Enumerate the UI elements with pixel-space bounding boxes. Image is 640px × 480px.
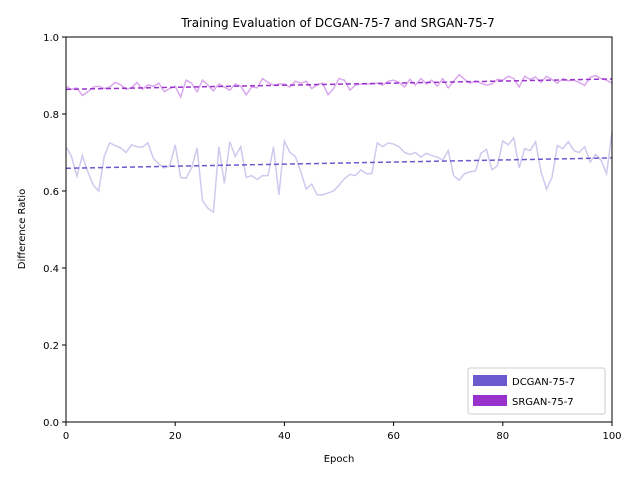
x-tick-label: 0 (63, 431, 69, 442)
y-tick-label: 0.6 (43, 187, 59, 198)
y-tick-label: 0.0 (43, 418, 59, 429)
raw-line-srgan (65, 73, 613, 100)
trend-line-dcgan (65, 157, 613, 170)
plot-area-frame (65, 36, 613, 423)
legend-label-dcgan: DCGAN-75-7 (512, 377, 575, 388)
x-tick-label: 100 (602, 431, 621, 442)
raw-line-dcgan (65, 132, 613, 214)
x-tick-label: 40 (278, 431, 291, 442)
y-axis-label: Difference Ratio (17, 189, 28, 269)
y-tick-label: 0.4 (43, 264, 59, 275)
trend-line-srgan (65, 78, 613, 91)
y-tick-label: 1.0 (43, 33, 59, 44)
x-axis: 0 20 40 60 80 100 (63, 422, 622, 442)
legend-swatch-srgan (473, 395, 507, 406)
legend-label-srgan: SRGAN-75-7 (512, 397, 574, 408)
x-axis-label: Epoch (324, 454, 355, 465)
y-tick-label: 0.8 (43, 110, 59, 121)
chart-legend: DCGAN-75-7 SRGAN-75-7 (467, 367, 606, 415)
chart-title: Training Evaluation of DCGAN-75-7 and SR… (180, 16, 495, 30)
x-tick-label: 20 (169, 431, 182, 442)
y-tick-label: 0.2 (43, 341, 59, 352)
legend-swatch-dcgan (473, 375, 507, 386)
x-tick-label: 80 (496, 431, 509, 442)
y-axis: 0.0 0.2 0.4 0.6 0.8 1.0 (43, 33, 66, 429)
x-tick-label: 60 (387, 431, 400, 442)
trend-series-group (65, 78, 613, 170)
raw-series-group (65, 73, 613, 214)
